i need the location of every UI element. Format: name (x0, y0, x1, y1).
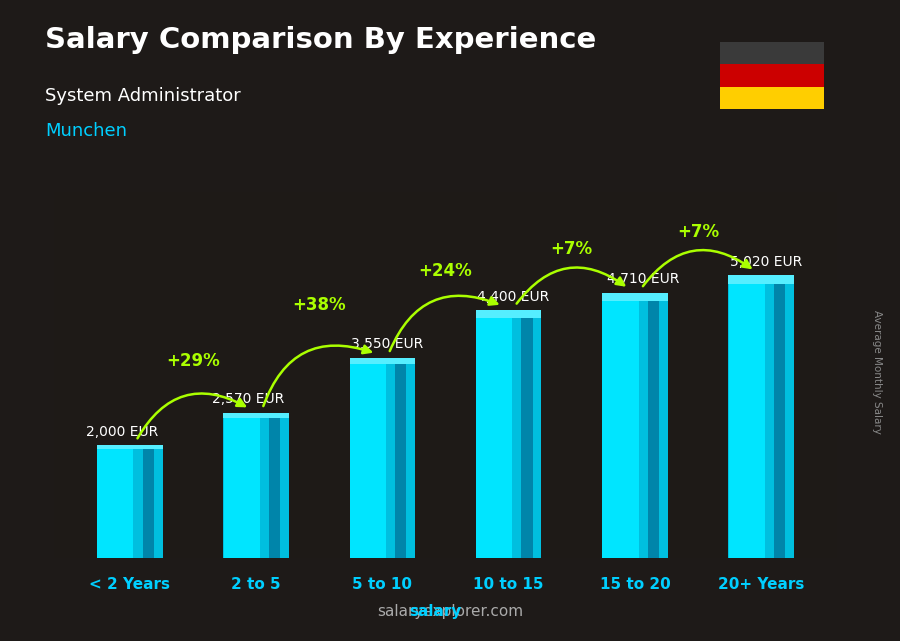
Bar (720, 87, 824, 109)
Text: +24%: +24% (418, 262, 472, 280)
Bar (395, 358, 406, 558)
Text: 2,570 EUR: 2,570 EUR (212, 392, 284, 406)
Bar (602, 293, 638, 558)
Bar (521, 310, 533, 558)
Bar (476, 310, 542, 558)
Text: 5,020 EUR: 5,020 EUR (730, 254, 802, 269)
Bar (142, 445, 154, 558)
Text: System Administrator: System Administrator (45, 87, 241, 104)
Text: 2,000 EUR: 2,000 EUR (86, 424, 158, 438)
Bar (97, 445, 163, 449)
Text: salary: salary (410, 604, 462, 619)
Text: 10 to 15: 10 to 15 (473, 578, 544, 592)
Bar (349, 358, 415, 558)
Bar (476, 310, 512, 558)
Bar (648, 293, 659, 558)
Text: 4,710 EUR: 4,710 EUR (608, 272, 680, 286)
Bar (602, 293, 668, 301)
Bar (720, 42, 824, 64)
Text: 20+ Years: 20+ Years (718, 578, 805, 592)
Bar (349, 358, 415, 364)
Text: +7%: +7% (551, 240, 593, 258)
Text: +38%: +38% (292, 296, 346, 313)
Bar (97, 445, 133, 558)
Bar (97, 445, 163, 558)
Text: Average Monthly Salary: Average Monthly Salary (872, 310, 883, 434)
Bar (602, 293, 668, 558)
Text: 15 to 20: 15 to 20 (599, 578, 670, 592)
Bar (728, 276, 794, 284)
Bar (350, 358, 386, 558)
Text: +29%: +29% (166, 352, 220, 370)
Text: 2 to 5: 2 to 5 (231, 578, 281, 592)
Text: +7%: +7% (677, 222, 719, 240)
Bar (476, 310, 542, 318)
Bar (774, 276, 785, 558)
Bar (729, 276, 765, 558)
Bar (223, 413, 289, 417)
Bar (728, 276, 794, 558)
Text: salaryexplorer.com: salaryexplorer.com (377, 604, 523, 619)
Text: 4,400 EUR: 4,400 EUR (477, 290, 549, 304)
Text: < 2 Years: < 2 Years (89, 578, 170, 592)
Bar (223, 413, 289, 558)
Bar (223, 413, 260, 558)
Text: 5 to 10: 5 to 10 (353, 578, 412, 592)
Bar (720, 64, 824, 87)
Text: 3,550 EUR: 3,550 EUR (351, 337, 423, 351)
Bar (269, 413, 280, 558)
Text: Salary Comparison By Experience: Salary Comparison By Experience (45, 26, 596, 54)
Text: Munchen: Munchen (45, 122, 127, 140)
